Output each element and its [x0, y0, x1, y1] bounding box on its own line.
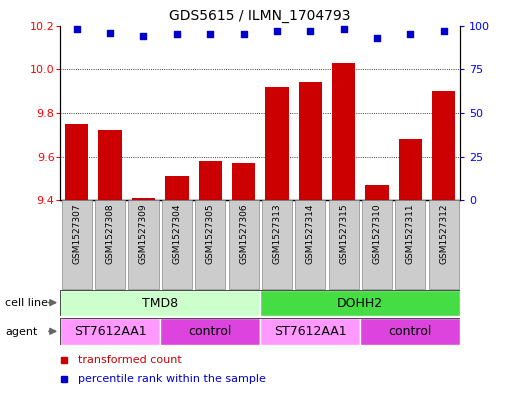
Point	[173, 31, 181, 37]
FancyBboxPatch shape	[295, 200, 325, 289]
Text: GSM1527305: GSM1527305	[206, 203, 214, 264]
FancyBboxPatch shape	[195, 200, 225, 289]
Text: GSM1527312: GSM1527312	[439, 203, 448, 264]
Text: control: control	[188, 325, 232, 338]
Text: TMD8: TMD8	[142, 296, 178, 310]
Bar	[365, 185, 389, 200]
Point	[373, 35, 381, 41]
FancyBboxPatch shape	[428, 200, 459, 289]
Text: GSM1527308: GSM1527308	[106, 203, 115, 264]
Bar	[199, 161, 222, 200]
Point	[339, 26, 348, 32]
FancyBboxPatch shape	[395, 200, 425, 289]
Point	[106, 29, 115, 36]
Bar	[165, 176, 188, 200]
Text: control: control	[389, 325, 432, 338]
FancyBboxPatch shape	[129, 200, 158, 289]
Point	[406, 31, 414, 37]
Bar	[160, 318, 260, 345]
Text: GSM1527310: GSM1527310	[372, 203, 381, 264]
Text: GSM1527307: GSM1527307	[72, 203, 81, 264]
Text: GSM1527313: GSM1527313	[272, 203, 281, 264]
Text: GSM1527304: GSM1527304	[173, 203, 181, 264]
Bar	[65, 124, 88, 200]
Text: GSM1527315: GSM1527315	[339, 203, 348, 264]
Bar	[360, 318, 460, 345]
Bar	[60, 290, 260, 316]
Bar	[260, 318, 360, 345]
Text: transformed count: transformed count	[78, 354, 182, 365]
Point	[306, 28, 314, 34]
FancyBboxPatch shape	[62, 200, 92, 289]
Point	[439, 28, 448, 34]
Bar	[299, 83, 322, 200]
FancyBboxPatch shape	[328, 200, 359, 289]
FancyBboxPatch shape	[262, 200, 292, 289]
Bar	[98, 130, 122, 200]
Point	[206, 31, 214, 37]
Bar	[232, 163, 255, 200]
Text: ST7612AA1: ST7612AA1	[74, 325, 146, 338]
Bar	[432, 91, 455, 200]
FancyBboxPatch shape	[229, 200, 258, 289]
Text: GSM1527309: GSM1527309	[139, 203, 148, 264]
FancyBboxPatch shape	[362, 200, 392, 289]
Text: ST7612AA1: ST7612AA1	[274, 325, 347, 338]
Text: GSM1527311: GSM1527311	[406, 203, 415, 264]
Text: GSM1527306: GSM1527306	[239, 203, 248, 264]
Text: GSM1527314: GSM1527314	[306, 203, 315, 264]
Text: percentile rank within the sample: percentile rank within the sample	[78, 374, 266, 384]
Bar	[399, 139, 422, 200]
Text: cell line: cell line	[5, 298, 48, 308]
Bar	[260, 290, 460, 316]
Bar	[132, 198, 155, 200]
Point	[73, 26, 81, 32]
Text: DOHH2: DOHH2	[337, 296, 383, 310]
Text: agent: agent	[5, 327, 38, 337]
Bar	[332, 63, 355, 200]
Point	[139, 33, 147, 39]
Point	[240, 31, 248, 37]
FancyBboxPatch shape	[162, 200, 192, 289]
Title: GDS5615 / ILMN_1704793: GDS5615 / ILMN_1704793	[169, 9, 351, 23]
Bar	[265, 87, 289, 200]
FancyBboxPatch shape	[95, 200, 125, 289]
Point	[272, 28, 281, 34]
Bar	[60, 318, 160, 345]
